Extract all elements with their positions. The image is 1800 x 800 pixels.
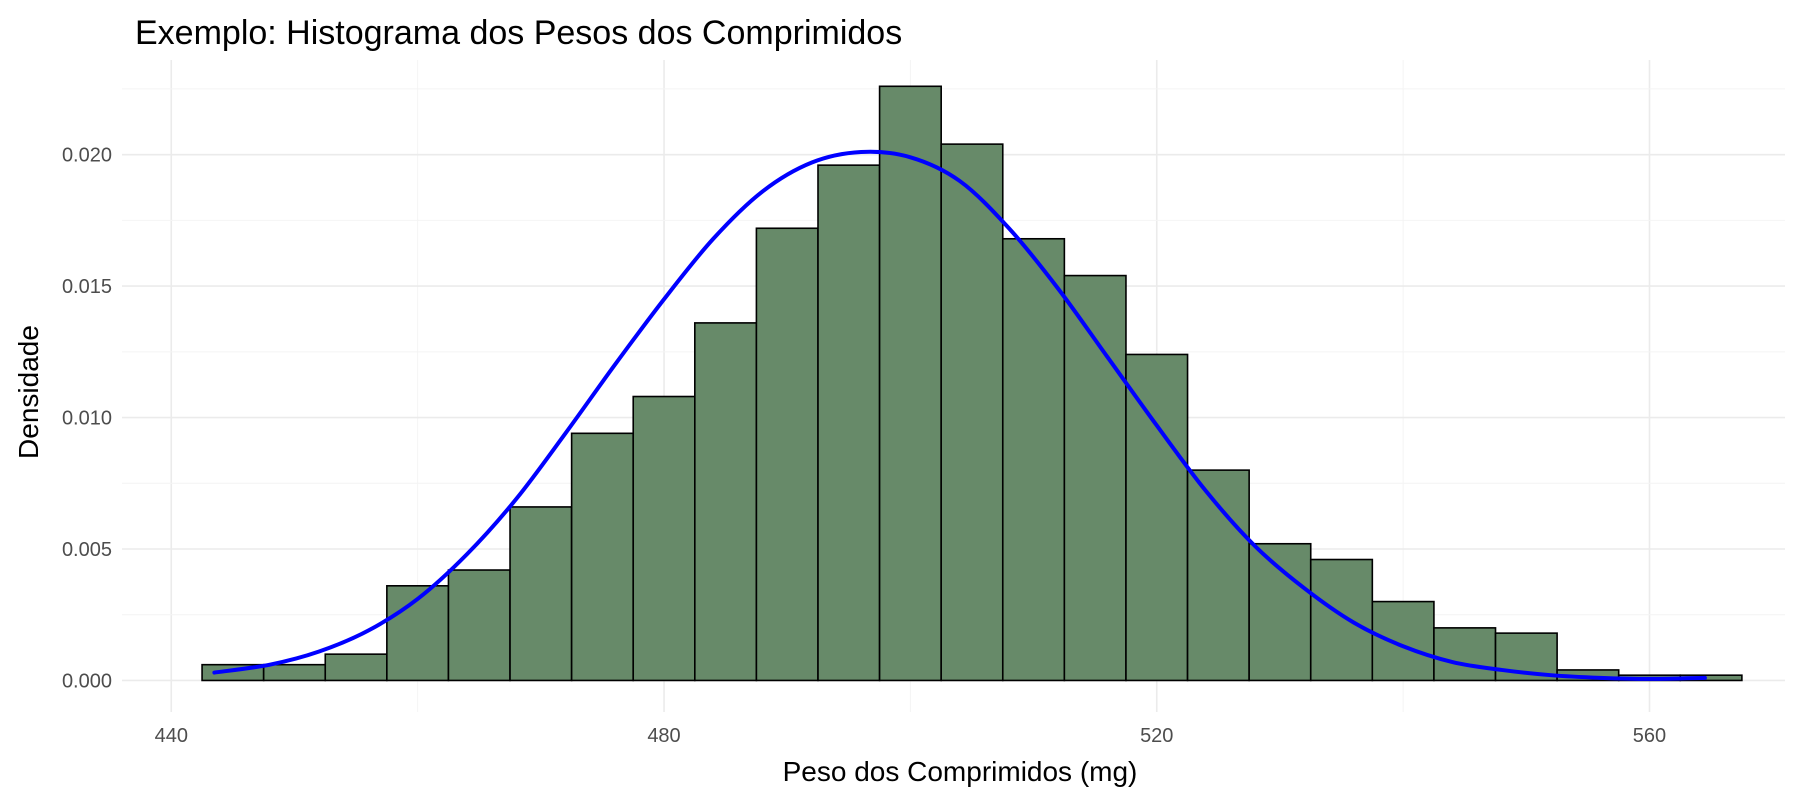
histogram-bar <box>570 432 635 682</box>
histogram-bar <box>1371 600 1435 682</box>
y-tick-label: 0.020 <box>62 145 112 167</box>
histogram-bar <box>1309 558 1374 682</box>
histogram-bars <box>201 85 1743 682</box>
x-axis-ticks: 440 480 520 560 <box>155 725 1667 747</box>
density-curve <box>212 149 1707 681</box>
histogram-bar <box>1433 627 1497 682</box>
x-axis-title: Peso dos Comprimidos (mg) <box>783 756 1138 787</box>
y-axis-title: Densidade <box>13 325 44 459</box>
y-tick-label: 0.005 <box>62 539 112 561</box>
histogram-bar <box>324 653 388 682</box>
histogram-bar <box>1063 274 1127 682</box>
x-tick-label: 520 <box>1140 725 1173 747</box>
histogram-bar <box>386 585 450 682</box>
y-tick-label: 0.015 <box>62 276 112 298</box>
chart-title: Exemplo: Histograma dos Pesos dos Compri… <box>135 14 902 52</box>
histogram-bar <box>632 395 696 682</box>
histogram-bar <box>817 164 881 682</box>
y-tick-label: 0.000 <box>62 670 112 692</box>
histogram-bar <box>1186 469 1250 682</box>
histogram-bar <box>447 569 511 682</box>
histogram-bar <box>262 663 327 682</box>
histogram-bar <box>509 506 573 682</box>
histogram-bar <box>1125 353 1189 682</box>
histogram-bar <box>1001 237 1066 682</box>
x-tick-label: 440 <box>155 725 188 747</box>
histogram-bar <box>1248 542 1312 682</box>
histogram-bar <box>940 143 1004 682</box>
x-tick-label: 560 <box>1633 725 1666 747</box>
histogram-bar <box>755 227 819 682</box>
histogram-bar <box>694 322 758 682</box>
y-axis-ticks: 0.000 0.005 0.010 0.015 0.020 <box>62 145 112 693</box>
x-tick-label: 480 <box>647 725 680 747</box>
y-tick-label: 0.010 <box>62 408 112 430</box>
histogram-bar <box>878 85 942 682</box>
